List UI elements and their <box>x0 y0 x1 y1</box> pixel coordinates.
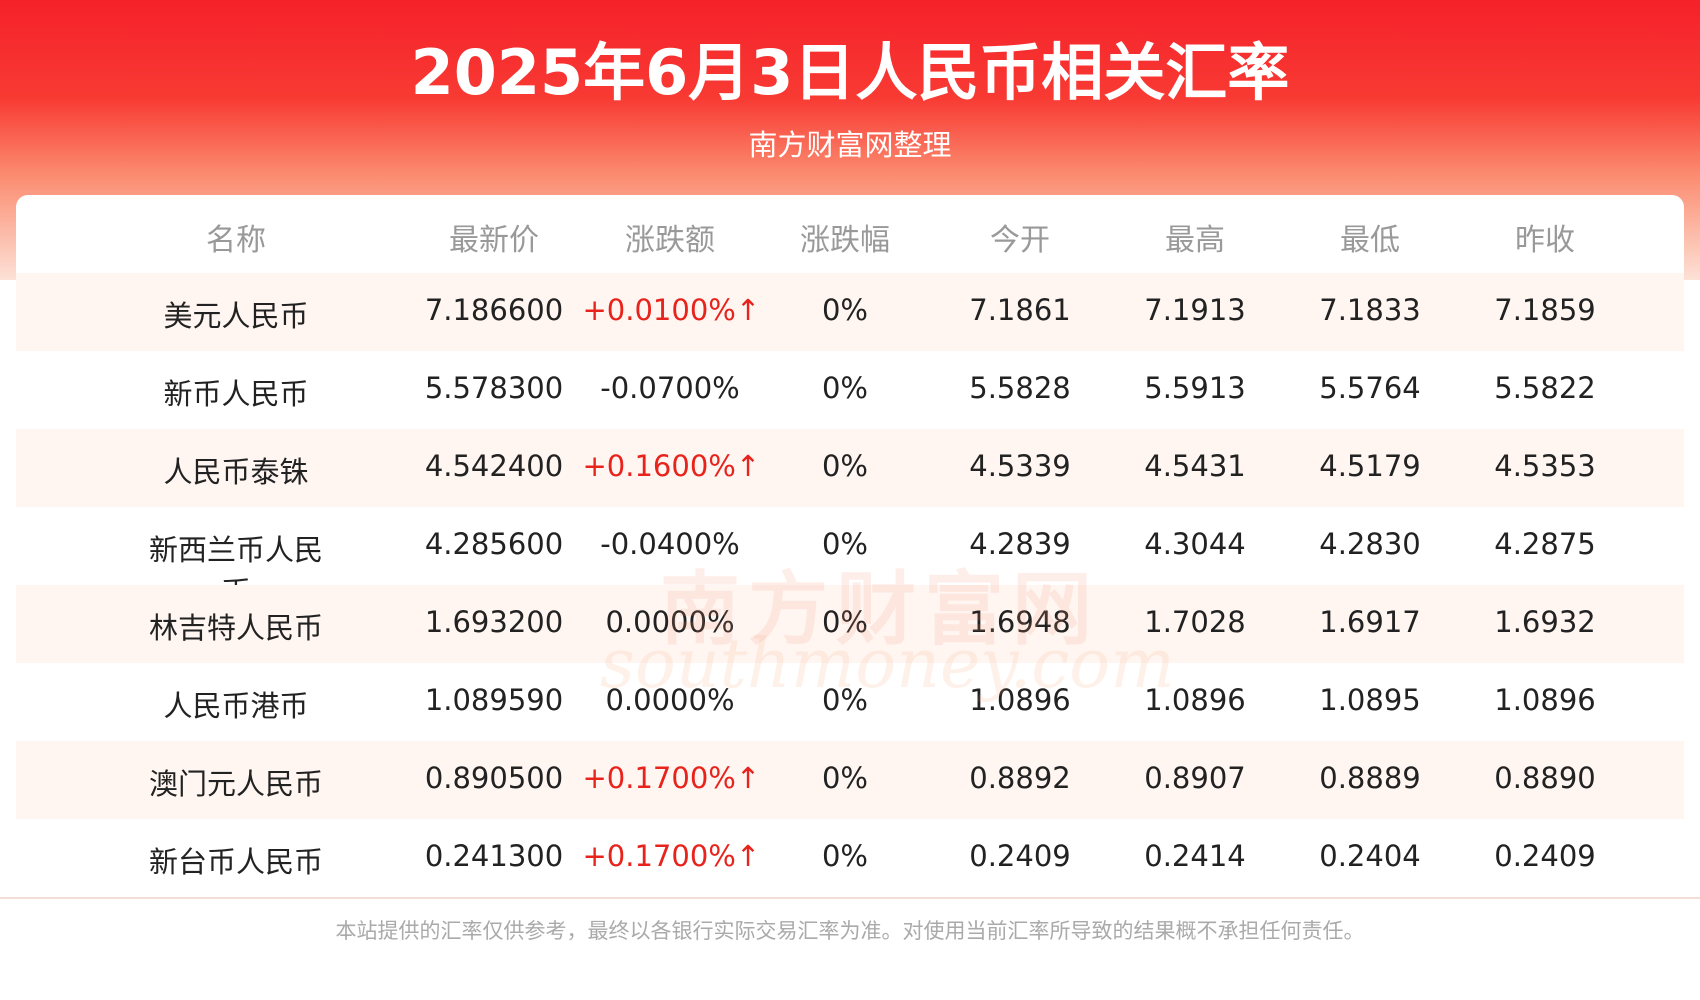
cell: 4.2839 <box>969 527 1071 561</box>
cell: 0.2409 <box>969 839 1071 873</box>
cell: 0.2404 <box>1319 839 1421 873</box>
cell: 4.5353 <box>1494 449 1596 483</box>
cell: 0% <box>821 761 868 795</box>
cell: 0.0000% <box>605 605 735 639</box>
cell: 5.5913 <box>1144 371 1246 405</box>
cell: 4.5431 <box>1144 449 1246 483</box>
cell: 1.0895 <box>1319 683 1421 717</box>
cell: 1.0896 <box>1144 683 1246 717</box>
cell: 1.693200 <box>424 605 564 639</box>
cell: 1.6932 <box>1494 605 1596 639</box>
cell: 1.7028 <box>1144 605 1246 639</box>
cell: 4.2830 <box>1319 527 1421 561</box>
column-header: 昨收 <box>1515 223 1575 258</box>
row-background <box>16 741 1684 819</box>
cell: 7.1859 <box>1494 293 1596 327</box>
cell: 0.8907 <box>1144 761 1246 795</box>
cell: 5.5828 <box>969 371 1071 405</box>
cell: 4.5179 <box>1319 449 1421 483</box>
cell: 4.285600 <box>424 527 564 561</box>
cell: 7.1913 <box>1144 293 1246 327</box>
cell: 5.578300 <box>424 371 564 405</box>
cell: 0% <box>821 683 868 717</box>
subtitle: 南方财富网整理 <box>748 128 952 162</box>
cell: 0.241300 <box>424 839 564 873</box>
watermark: southmoney.com <box>600 625 1175 704</box>
cell: 1.089590 <box>424 683 564 717</box>
divider <box>0 897 1700 899</box>
cell: 1.6948 <box>969 605 1071 639</box>
cell: 0.2409 <box>1494 839 1596 873</box>
row-background <box>16 273 1684 351</box>
cell: 林吉特人民币 <box>148 611 323 645</box>
cell: 4.3044 <box>1144 527 1246 561</box>
cell: 0.8892 <box>969 761 1071 795</box>
cell: 新台币人民币 <box>148 845 323 879</box>
column-header: 最低 <box>1340 223 1400 258</box>
cell: 澳门元人民币 <box>148 767 323 801</box>
title: 2025年6月3日人民币相关汇率 <box>410 36 1290 109</box>
cell: 7.186600 <box>424 293 564 327</box>
cell: 0% <box>821 839 868 873</box>
cell: 0% <box>821 293 868 327</box>
column-header: 名称 <box>206 223 266 258</box>
row-background <box>16 585 1684 663</box>
cell: 0.890500 <box>424 761 564 795</box>
disclaimer: 本站提供的汇率仅供参考，最终以各银行实际交易汇率为准。对使用当前汇率所导致的结果… <box>335 919 1365 943</box>
cell: 1.0896 <box>969 683 1071 717</box>
column-header: 涨跌幅 <box>800 223 890 258</box>
cell: 5.5764 <box>1319 371 1421 405</box>
cell: 0.8889 <box>1319 761 1421 795</box>
cell: 0% <box>821 527 868 561</box>
cell: 4.542400 <box>424 449 564 483</box>
cell: 人民币泰铢 <box>163 455 309 489</box>
cell: 4.2875 <box>1494 527 1596 561</box>
column-header: 最新价 <box>449 223 539 258</box>
cell: 0.0000% <box>605 683 735 717</box>
cell: 1.6917 <box>1319 605 1421 639</box>
cell: 0.2414 <box>1144 839 1246 873</box>
row-background <box>16 429 1684 507</box>
column-header: 最高 <box>1165 223 1225 258</box>
cell: 0% <box>821 449 868 483</box>
column-header: 涨跌额 <box>625 223 715 258</box>
cell: 0.8890 <box>1494 761 1596 795</box>
cell: 7.1861 <box>969 293 1071 327</box>
cell: 5.5822 <box>1494 371 1596 405</box>
cell: 1.0896 <box>1494 683 1596 717</box>
cell: +0.1700%↑ <box>582 839 761 873</box>
cell: -0.0700% <box>600 371 740 405</box>
column-header: 今开 <box>990 223 1050 258</box>
watermark: 南方财富网 <box>660 563 1100 656</box>
cell: 人民币港币 <box>163 689 309 723</box>
cell: +0.0100%↑ <box>582 293 761 327</box>
cell: 7.1833 <box>1319 293 1421 327</box>
cell: 美元人民币 <box>163 299 309 333</box>
cell: -0.0400% <box>600 527 740 561</box>
cell: +0.1600%↑ <box>582 449 761 483</box>
cell: 新币人民币 <box>163 377 309 411</box>
cell: 0% <box>821 371 868 405</box>
cell: +0.1700%↑ <box>582 761 761 795</box>
cell: 4.5339 <box>969 449 1071 483</box>
cell: 0% <box>821 605 868 639</box>
